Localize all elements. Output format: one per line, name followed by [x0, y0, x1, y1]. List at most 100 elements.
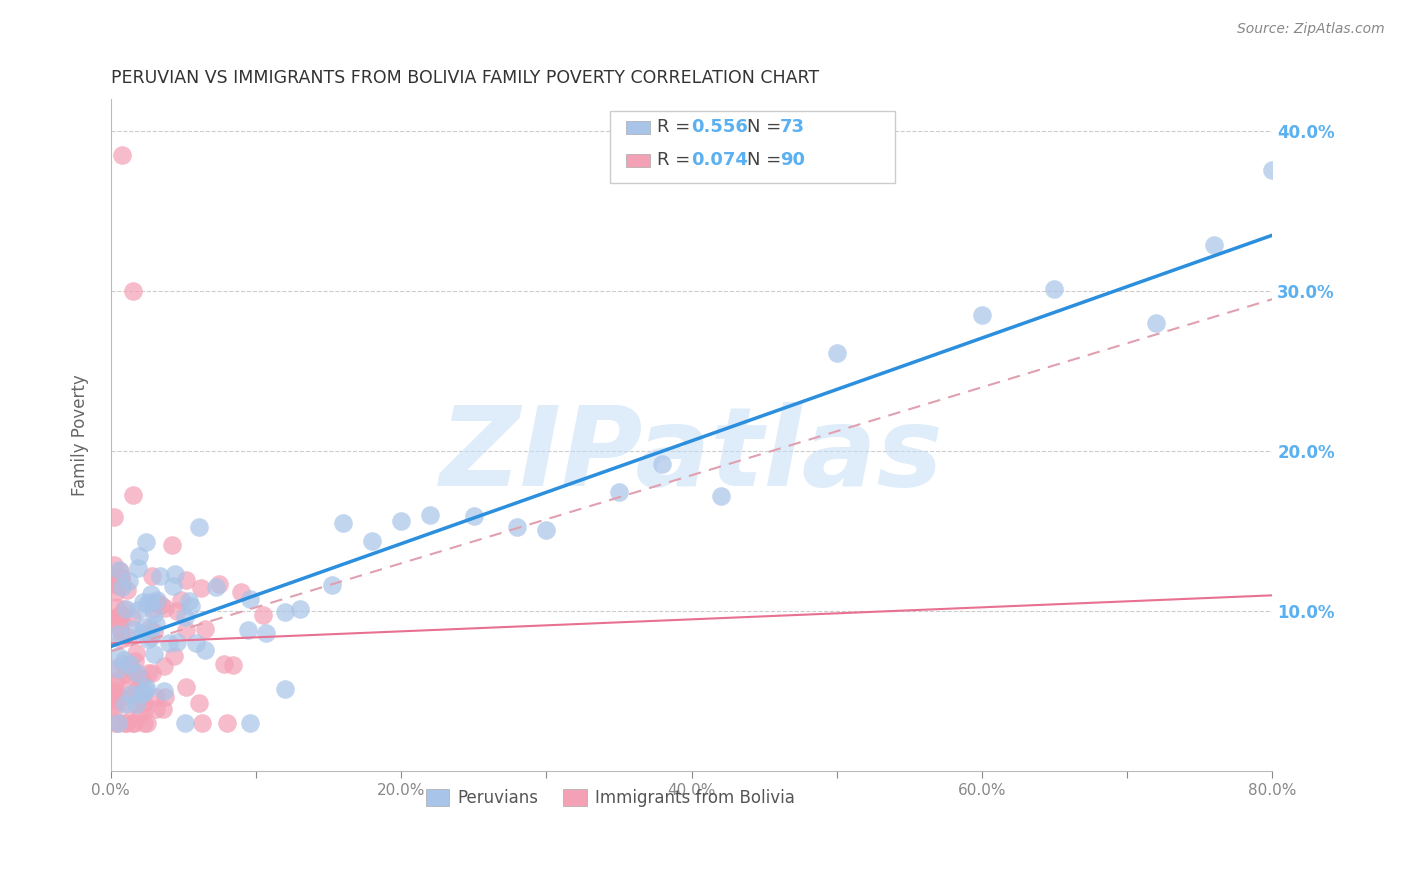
Point	[121, 487, 143, 501]
Point	[135, 680, 157, 694]
Point	[389, 514, 412, 528]
Point	[419, 508, 441, 523]
Point	[142, 607, 165, 622]
Point	[125, 697, 148, 711]
Point	[107, 579, 129, 593]
Text: R =: R =	[657, 119, 696, 136]
Point	[132, 684, 155, 698]
Point	[110, 570, 132, 584]
Point	[115, 601, 138, 615]
Point	[231, 585, 253, 599]
Point	[121, 609, 143, 624]
Point	[174, 624, 197, 638]
Point	[173, 716, 195, 731]
Point	[152, 702, 174, 716]
Point	[129, 673, 152, 687]
Point	[174, 680, 197, 694]
Point	[131, 595, 153, 609]
Y-axis label: Family Poverty: Family Poverty	[72, 375, 89, 496]
Text: Source: ZipAtlas.com: Source: ZipAtlas.com	[1237, 22, 1385, 37]
Point	[107, 649, 129, 664]
Point	[139, 595, 162, 609]
Point	[118, 574, 141, 589]
Point	[134, 620, 156, 634]
Point	[274, 605, 297, 619]
Point	[105, 675, 128, 690]
Text: R =: R =	[657, 152, 696, 169]
Point	[103, 702, 125, 716]
Point	[134, 702, 156, 716]
Point	[153, 684, 176, 698]
Point	[174, 574, 197, 588]
Point	[117, 658, 139, 673]
Point	[825, 346, 848, 360]
Point	[254, 625, 277, 640]
Point	[179, 593, 201, 607]
Point	[134, 716, 156, 731]
Point	[107, 662, 129, 676]
Point	[111, 657, 134, 671]
Point	[146, 593, 169, 607]
Point	[141, 665, 163, 680]
Point	[108, 621, 131, 635]
Point	[110, 577, 132, 591]
Point	[114, 716, 136, 731]
Point	[103, 691, 125, 706]
Point	[238, 623, 260, 637]
Point	[970, 308, 993, 322]
Point	[131, 625, 153, 640]
Point	[135, 535, 157, 549]
Legend: Peruvians, Immigrants from Bolivia: Peruvians, Immigrants from Bolivia	[419, 782, 801, 814]
Point	[222, 658, 245, 673]
Point	[111, 148, 134, 162]
Point	[103, 660, 125, 674]
Point	[651, 457, 673, 471]
Point	[188, 696, 211, 710]
Point	[274, 681, 297, 696]
Point	[215, 716, 238, 731]
Point	[132, 696, 155, 710]
Point	[117, 630, 139, 644]
Point	[111, 580, 134, 594]
Point	[174, 609, 197, 624]
Point	[135, 716, 157, 731]
Text: 73: 73	[780, 119, 804, 136]
Point	[127, 561, 149, 575]
Point	[128, 671, 150, 685]
Point	[184, 636, 207, 650]
Point	[1043, 282, 1066, 296]
Point	[103, 698, 125, 712]
Point	[288, 602, 311, 616]
Point	[321, 577, 343, 591]
Point	[110, 607, 132, 621]
Point	[107, 716, 129, 731]
Point	[239, 716, 262, 731]
Point	[191, 716, 214, 731]
Point	[160, 538, 183, 552]
Point	[205, 580, 228, 594]
Point	[122, 716, 145, 731]
Point	[180, 599, 202, 613]
Text: 90: 90	[780, 152, 804, 169]
Point	[103, 674, 125, 689]
Point	[163, 648, 186, 663]
Text: 0.556: 0.556	[692, 119, 748, 136]
Point	[108, 563, 131, 577]
Point	[142, 625, 165, 640]
Point	[110, 569, 132, 583]
Point	[208, 576, 231, 591]
Point	[125, 646, 148, 660]
Point	[463, 509, 485, 524]
Point	[127, 603, 149, 617]
Point	[104, 584, 127, 599]
Point	[107, 716, 129, 731]
FancyBboxPatch shape	[627, 120, 650, 134]
Point	[536, 523, 558, 537]
Point	[118, 657, 141, 672]
Point	[103, 611, 125, 625]
Point	[104, 716, 127, 731]
Point	[105, 572, 128, 586]
Point	[136, 598, 159, 612]
Point	[145, 701, 167, 715]
Point	[112, 653, 135, 667]
